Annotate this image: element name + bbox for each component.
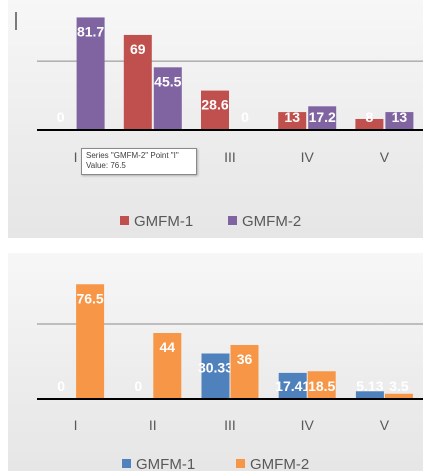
data-label: 0: [241, 109, 249, 125]
data-label: 13: [392, 109, 408, 125]
legend-swatch-gmfm-2: [236, 459, 245, 468]
legend-label-gmfm-1: GMFM-1: [136, 456, 195, 471]
data-label: 18.5: [308, 378, 335, 394]
category-label: II: [149, 417, 157, 433]
data-label: 5.13: [356, 378, 383, 394]
data-label: 17.2: [309, 109, 336, 125]
data-label: 0: [57, 378, 65, 394]
data-label: 45.5: [154, 73, 181, 89]
data-label: 30.33: [198, 360, 233, 376]
chart-1-svg: 06928.613881.745.5017.213IIIIIIIVVGMFM-1…: [15, 12, 423, 230]
bar-gmfm-2-ii[interactable]: [153, 333, 182, 399]
category-label: IV: [301, 417, 315, 433]
category-label: IV: [301, 149, 315, 165]
chart-1-area[interactable]: 06928.613881.745.5017.213IIIIIIIVVGMFM-1…: [8, 0, 423, 238]
data-label: 44: [160, 339, 176, 355]
bar-gmfm-2-i[interactable]: [76, 284, 105, 399]
bar-gmfm-1-iv[interactable]: [278, 112, 307, 130]
legend-swatch-gmfm-2: [228, 216, 237, 225]
data-label: 69: [130, 41, 146, 57]
data-label: 0: [134, 378, 142, 394]
bar-gmfm-2-ii[interactable]: [153, 67, 182, 130]
data-label: 81.7: [77, 23, 104, 39]
chart-2-area[interactable]: 0 0 30.33 17.41 5.13 76.5 44 36 18.5 3.5 I II III IV V…: [8, 253, 423, 471]
bar-gmfm-2-v[interactable]: [384, 393, 413, 399]
category-label: III: [224, 417, 236, 433]
category-label: I: [74, 417, 78, 433]
data-label: 76.5: [76, 290, 103, 306]
bar-gmfm-1-v[interactable]: [355, 391, 384, 399]
bar-gmfm-1-iv[interactable]: [278, 372, 307, 399]
bar-gmfm-2-i[interactable]: [76, 17, 105, 131]
bar-gmfm-1-ii[interactable]: [123, 34, 152, 130]
bar-gmfm-2-iii[interactable]: [230, 345, 259, 399]
tooltip-series-text: Series "GMFM-2" Point "I": [86, 151, 179, 160]
data-label: 17.41: [275, 378, 310, 394]
bar-gmfm-1-iii[interactable]: [201, 90, 229, 130]
legend-label-gmfm-1: GMFM-1: [134, 213, 193, 230]
legend-swatch-gmfm-1: [122, 459, 131, 468]
category-label: V: [380, 417, 390, 433]
data-label: 28.6: [201, 97, 228, 113]
legend-label-gmfm-2: GMFM-2: [242, 213, 301, 230]
legend-label-gmfm-2: GMFM-2: [250, 456, 309, 471]
data-label: 0: [57, 109, 65, 125]
category-label: III: [224, 149, 236, 165]
data-label: 13: [284, 109, 300, 125]
data-label: 8: [366, 109, 374, 125]
bar-gmfm-2-v[interactable]: [385, 112, 414, 130]
bar-gmfm-1-v[interactable]: [355, 118, 384, 130]
legend-swatch-gmfm-1: [120, 216, 129, 225]
bar-gmfm-1-iii[interactable]: [201, 353, 230, 399]
data-label: 36: [237, 351, 253, 367]
category-label: I: [74, 149, 78, 165]
data-label: 3.5: [389, 378, 409, 394]
bar-gmfm-2-iv[interactable]: [308, 106, 337, 130]
tooltip-value-text: Value: 76.5: [86, 161, 126, 170]
category-label: V: [380, 149, 390, 165]
bar-gmfm-2-iv[interactable]: [307, 371, 336, 399]
data-point-tooltip: Series "GMFM-2" Point "I" Value: 76.5: [81, 148, 197, 175]
